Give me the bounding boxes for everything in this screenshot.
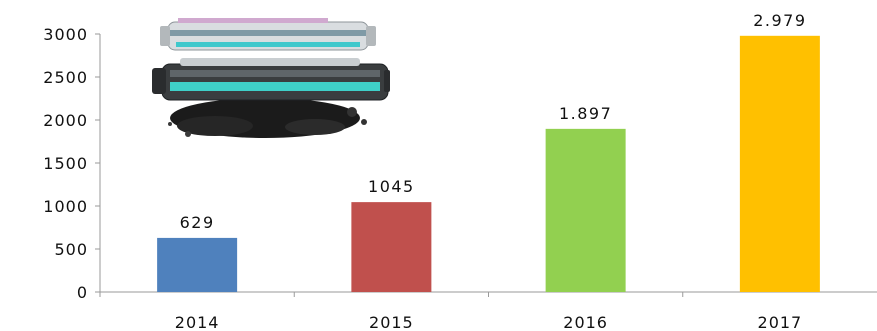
x-tick-label: 2016 xyxy=(563,313,608,331)
bar-2014 xyxy=(157,237,238,292)
bar-2015 xyxy=(351,202,432,292)
y-tick-label: 1000 xyxy=(43,197,88,216)
y-tick-label: 1500 xyxy=(43,154,88,173)
data-label-2014: 629 xyxy=(180,213,215,232)
data-label-2015: 1045 xyxy=(368,177,415,196)
x-tick-label: 2015 xyxy=(369,313,414,331)
bar-2017 xyxy=(739,35,820,292)
x-tick-label: 2017 xyxy=(758,313,803,331)
bars-group xyxy=(157,35,820,292)
data-labels-group: 629 1045 1.897 2.979 xyxy=(180,11,806,232)
y-tick-label: 0 xyxy=(77,283,88,302)
y-tick-label: 3000 xyxy=(43,25,88,44)
bar-2016 xyxy=(545,128,626,292)
y-tick-label: 2000 xyxy=(43,111,88,130)
toner-cartridge-image xyxy=(148,10,390,142)
y-tick-label: 2500 xyxy=(43,68,88,87)
data-label-2017: 2.979 xyxy=(753,11,806,30)
x-axis-ticks: 2014 2015 2016 2017 xyxy=(99,292,803,331)
y-tick-label: 500 xyxy=(54,240,88,259)
x-tick-label: 2014 xyxy=(175,313,220,331)
y-axis-ticks: 0 500 1000 1500 2000 2500 3000 xyxy=(43,25,100,302)
data-label-2016: 1.897 xyxy=(559,104,612,123)
